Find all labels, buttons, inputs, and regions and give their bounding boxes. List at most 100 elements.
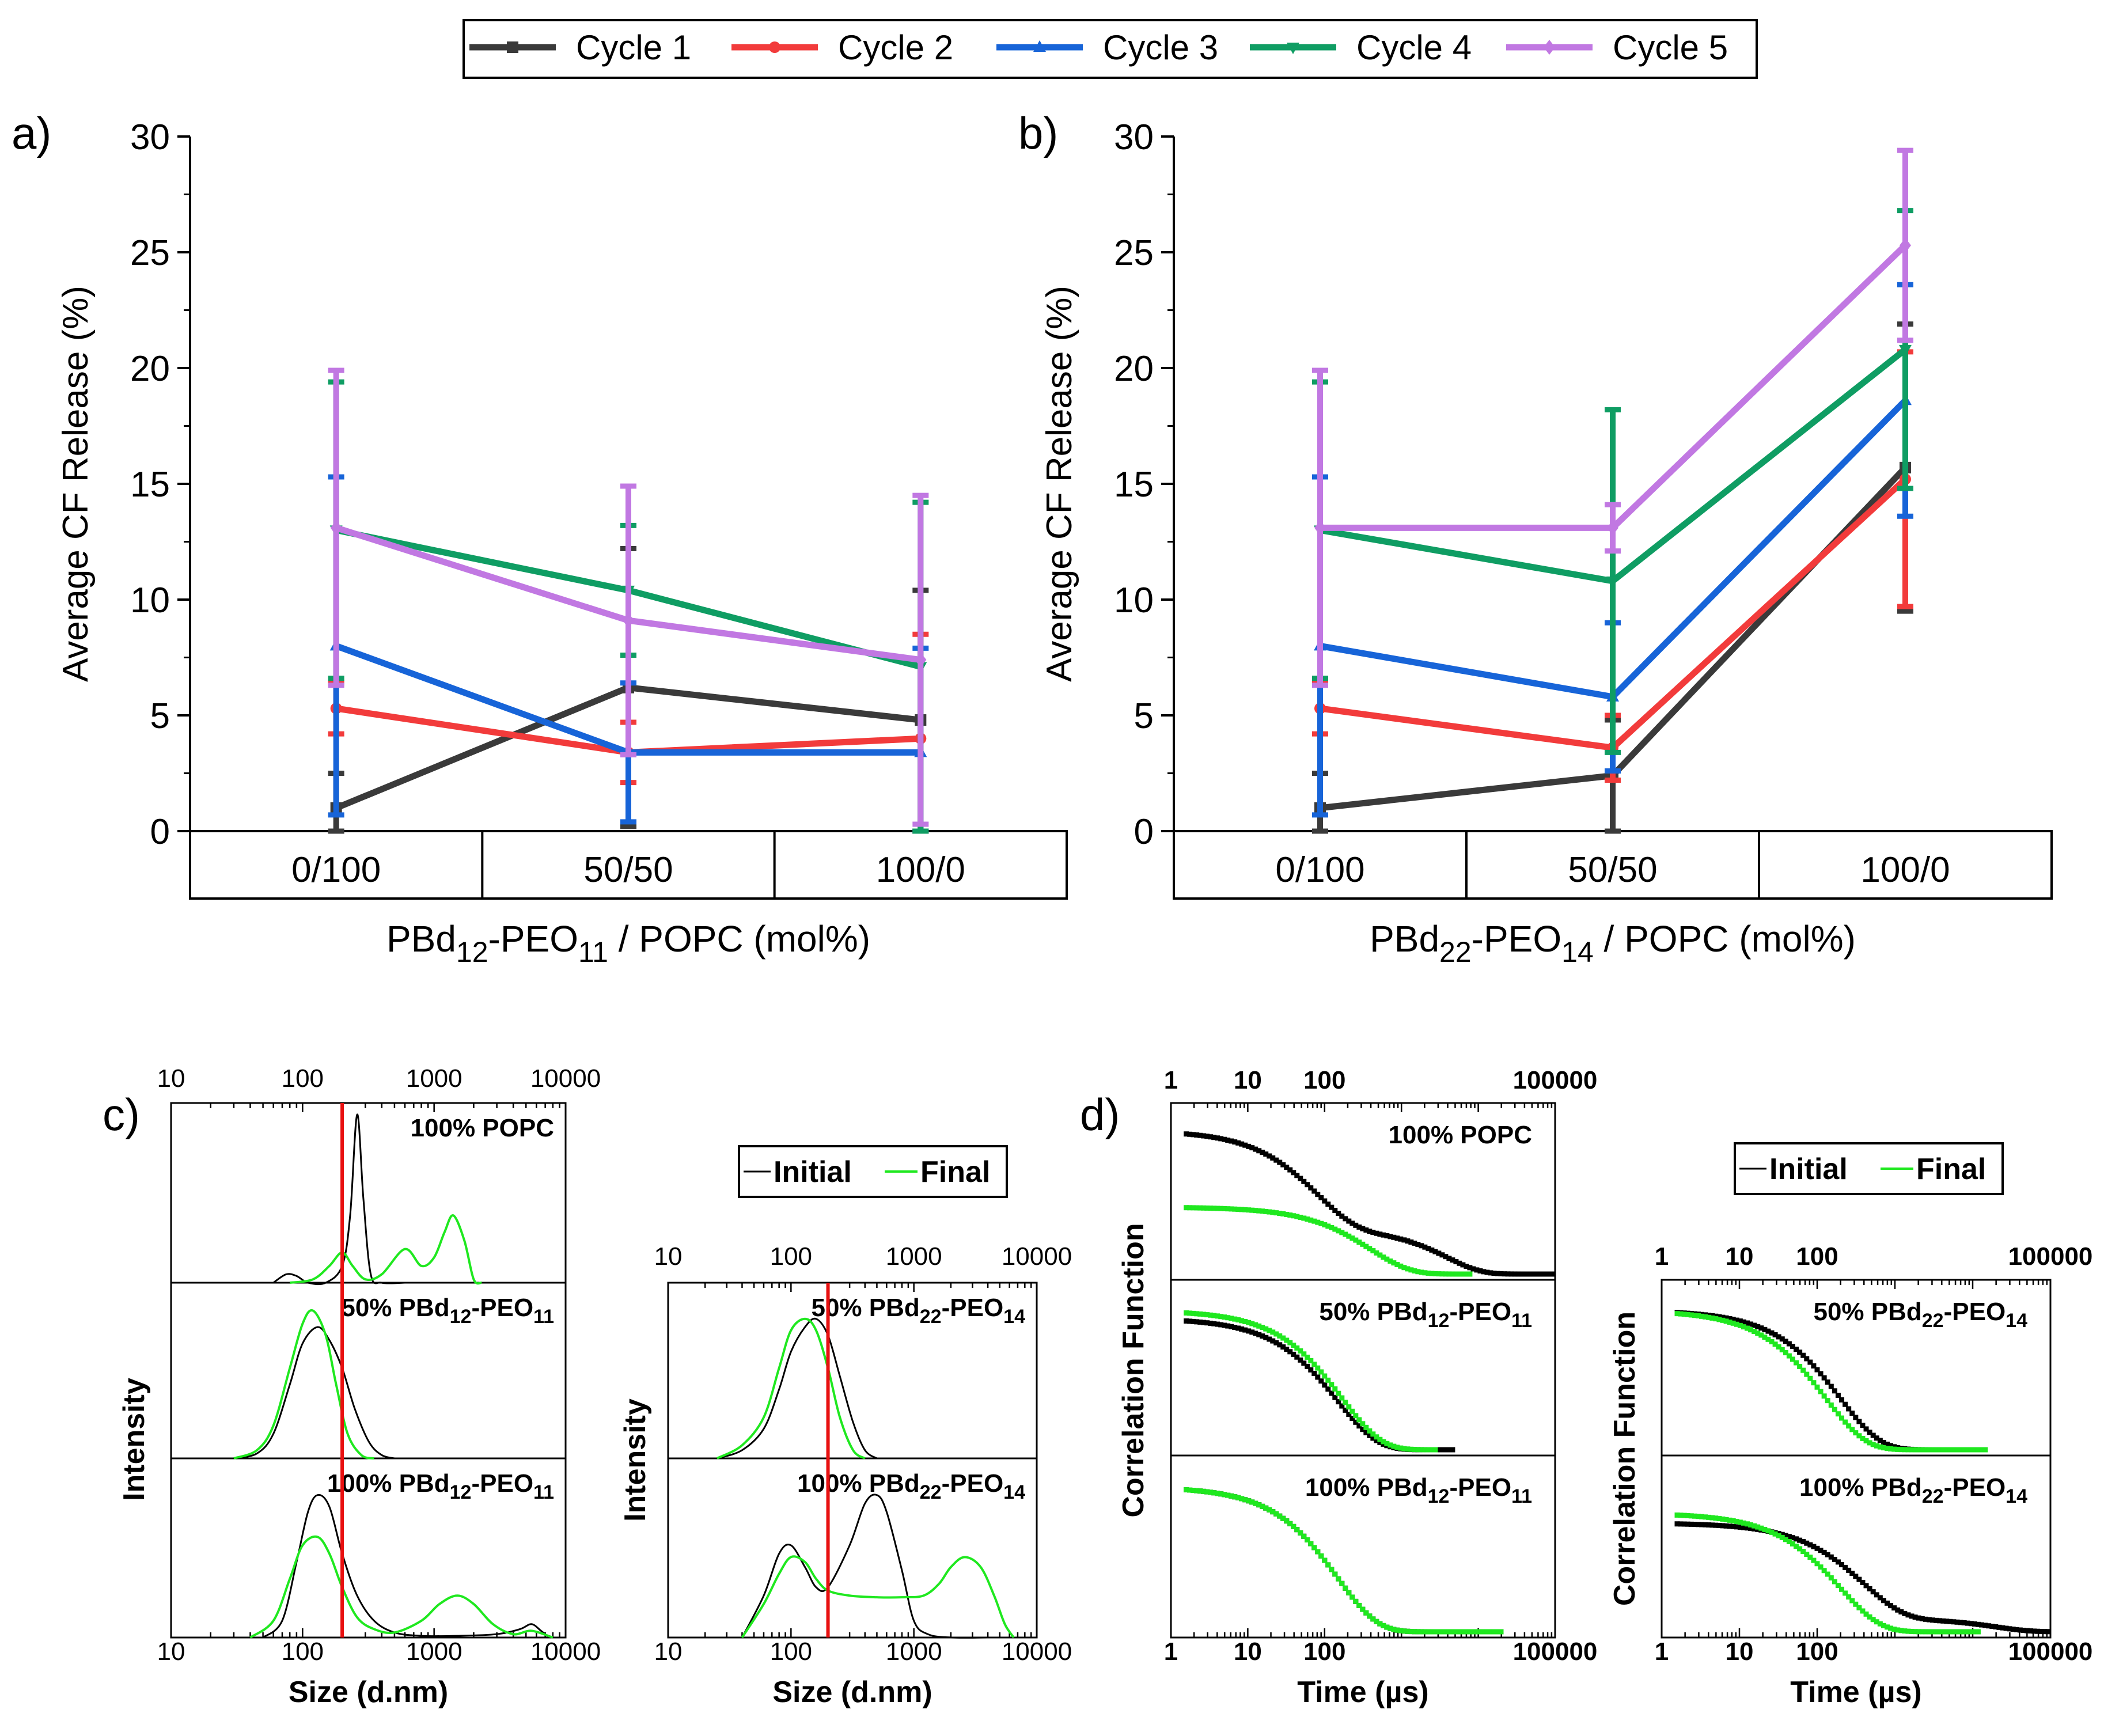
data-point	[1982, 1623, 1988, 1628]
data-point	[1384, 1441, 1390, 1446]
curve-initial	[1677, 1312, 1985, 1451]
data-point	[1839, 1586, 1845, 1592]
data-point	[1232, 1139, 1238, 1145]
data-point	[2042, 1629, 2048, 1635]
data-point	[1453, 1629, 1459, 1635]
data-point	[1870, 1617, 1876, 1623]
x-tick-label-bottom: 100	[770, 1638, 812, 1666]
data-point	[1800, 1352, 1806, 1358]
data-point	[1821, 1549, 1827, 1555]
data-point	[1225, 1315, 1231, 1321]
text-part: 100% PBd	[797, 1469, 920, 1498]
data-point	[1870, 1442, 1876, 1447]
data-point	[1867, 1586, 1872, 1591]
data-point	[1934, 1447, 1939, 1453]
data-point	[1280, 1162, 1286, 1168]
data-point	[1263, 1335, 1269, 1340]
text-part: 11	[533, 1306, 554, 1328]
data-point	[1779, 1336, 1785, 1342]
data-point	[1322, 1557, 1328, 1563]
data-point	[1491, 1629, 1497, 1635]
data-point	[1779, 1347, 1785, 1352]
data-point	[1398, 1628, 1404, 1633]
subplot-1: 100% POPC	[272, 1113, 554, 1286]
data-point	[1730, 1317, 1736, 1322]
plot-frame	[1661, 1279, 2052, 1639]
data-point	[1512, 1271, 1518, 1277]
data-point	[1246, 1207, 1252, 1213]
data-point	[1197, 1319, 1203, 1325]
points-final	[1184, 1205, 1473, 1277]
data-point	[1765, 1528, 1771, 1534]
data-point	[1745, 1525, 1750, 1531]
data-point	[1495, 1629, 1500, 1635]
data-point	[1804, 1552, 1810, 1557]
data-point	[1863, 1583, 1869, 1589]
data-point	[1305, 1182, 1310, 1188]
data-point	[1215, 1321, 1220, 1327]
data-point	[1301, 1360, 1307, 1366]
data-point	[1961, 1620, 1967, 1625]
data-point	[1273, 1340, 1279, 1345]
data-point	[1374, 1250, 1379, 1256]
data-point	[1835, 1393, 1841, 1398]
data-point	[1716, 1317, 1722, 1322]
data-point	[1394, 1445, 1400, 1450]
data-point	[1401, 1446, 1407, 1451]
data-point	[1239, 1496, 1245, 1502]
text-part: 50% PBd	[341, 1294, 449, 1322]
data-point	[1902, 1628, 1908, 1634]
y-axis-title: Correlation Function	[1117, 1223, 1150, 1517]
curve-final	[1186, 1489, 1501, 1633]
data-point	[1270, 1210, 1276, 1215]
data-point	[1709, 1515, 1715, 1521]
data-point	[1720, 1523, 1726, 1529]
data-point	[1940, 1618, 1946, 1624]
x-tick-label-bottom: 1000	[886, 1638, 942, 1666]
series-cycle-5	[328, 367, 929, 827]
data-point	[1308, 1185, 1314, 1191]
data-point	[1786, 1353, 1792, 1359]
data-point	[1737, 1322, 1743, 1328]
data-point	[1273, 1511, 1279, 1517]
data-point	[1374, 1434, 1379, 1440]
data-point	[1484, 1629, 1490, 1635]
data-point	[1229, 1493, 1234, 1499]
data-point	[1187, 1310, 1193, 1316]
data-point	[1790, 1541, 1795, 1547]
data-point	[1912, 1629, 1918, 1635]
data-point	[1811, 1363, 1817, 1369]
points-final	[1184, 1310, 1438, 1453]
data-point	[1273, 1331, 1279, 1337]
data-point	[1394, 1235, 1400, 1241]
data-point	[1343, 1231, 1348, 1237]
data-point	[1426, 1629, 1431, 1635]
data-point	[1678, 1311, 1684, 1317]
data-point	[1723, 1523, 1729, 1529]
data-point	[1498, 1271, 1504, 1276]
data-point	[1874, 1435, 1879, 1441]
data-point	[1477, 1268, 1483, 1274]
data-point	[1256, 1208, 1262, 1214]
legend-label-cycle-1: Cycle 1	[576, 28, 691, 67]
data-point	[1755, 1331, 1761, 1336]
data-point	[1377, 1252, 1383, 1258]
points-initial	[1184, 1131, 1556, 1277]
data-point	[1260, 1333, 1265, 1339]
data-point	[1232, 1206, 1238, 1212]
data-point	[1208, 1312, 1214, 1318]
data-point	[1336, 1211, 1341, 1216]
data-point	[1249, 1499, 1255, 1505]
data-point	[1197, 1488, 1203, 1494]
data-point	[1301, 1178, 1307, 1184]
data-point	[1325, 1377, 1331, 1383]
data-point	[1709, 1315, 1715, 1321]
subplot-3: 100% PBd12-PEO11	[1184, 1473, 1532, 1635]
data-point	[1308, 1358, 1314, 1363]
data-point	[1263, 1505, 1269, 1511]
data-point	[1975, 1447, 1981, 1453]
data-point	[1488, 1629, 1493, 1635]
data-point	[1294, 1173, 1300, 1178]
data-point	[1239, 1141, 1245, 1147]
